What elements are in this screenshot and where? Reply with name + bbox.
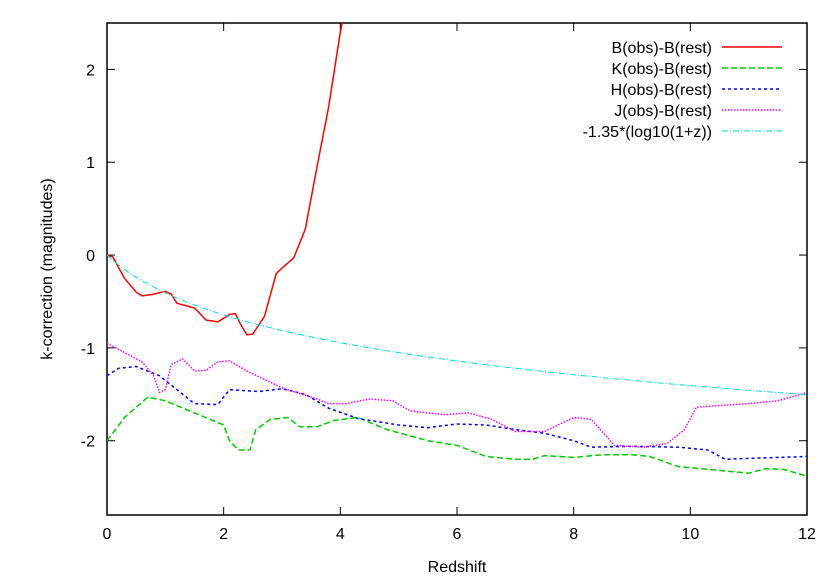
y-tick-label: 1	[86, 155, 95, 172]
legend-label: J(obs)-B(rest)	[614, 103, 712, 120]
y-tick-label: 2	[86, 62, 95, 79]
x-tick-label: 4	[336, 526, 345, 543]
x-tick-label: 10	[681, 526, 699, 543]
y-tick-label: -1	[81, 341, 95, 358]
x-tick-label: 8	[569, 526, 578, 543]
y-tick-label: 0	[86, 248, 95, 265]
y-axis-label: k-correction (magnitudes)	[39, 178, 56, 359]
x-axis-label: Redshift	[428, 559, 487, 576]
legend-label: -1.35*(log10(1+z))	[583, 124, 712, 141]
series-line	[107, 365, 807, 461]
x-tick-label: 6	[453, 526, 462, 543]
x-tick-label: 12	[798, 526, 816, 543]
series-line	[107, 396, 807, 477]
legend-label: K(obs)-B(rest)	[612, 61, 712, 78]
series-line	[107, 342, 807, 448]
legend-label: B(obs)-B(rest)	[612, 40, 712, 57]
legend-label: H(obs)-B(rest)	[611, 82, 712, 99]
x-tick-label: 0	[103, 526, 112, 543]
y-tick-label: -2	[81, 434, 95, 451]
series-line	[107, 23, 343, 336]
series-line	[107, 254, 807, 396]
x-tick-label: 2	[219, 526, 228, 543]
